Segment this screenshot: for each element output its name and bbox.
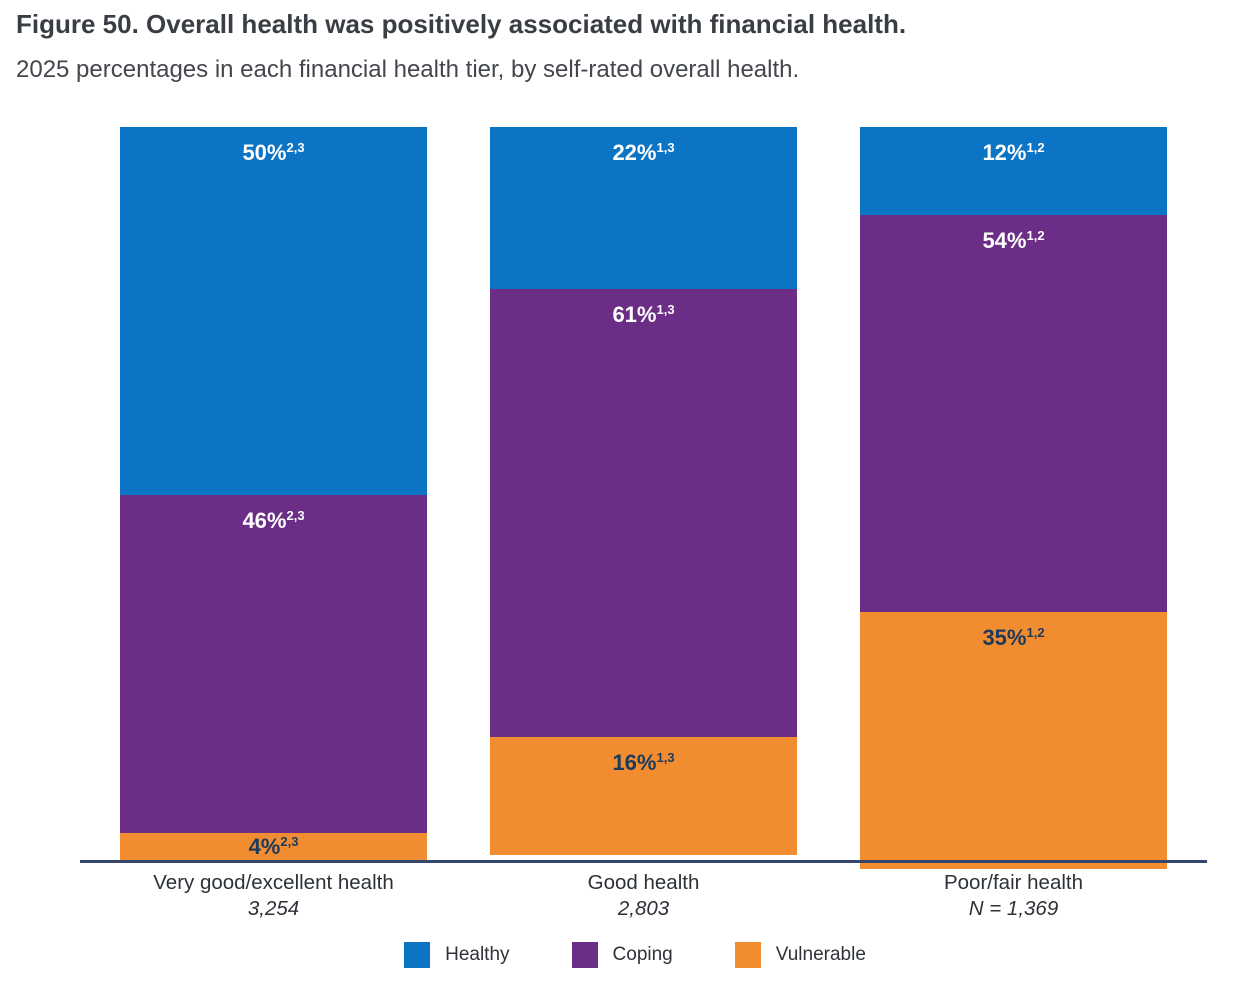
legend-swatch-vulnerable — [734, 942, 761, 968]
bar-segment-healthy: 22%1,3 — [490, 127, 797, 289]
bar-segment-healthy: 12%1,2 — [860, 127, 1167, 216]
figure-title: Figure 50. Overall health was positively… — [16, 9, 907, 39]
significance-superscript: 1,2 — [1026, 228, 1045, 244]
category-sample-size: N = 1,369 — [968, 897, 1059, 920]
bar-segment-value-label: 16%1,3 — [612, 750, 675, 776]
significance-superscript: 2,3 — [286, 140, 305, 155]
x-axis-line — [80, 860, 1207, 863]
legend-item-vulnerable: Vulnerable — [734, 942, 866, 968]
bar-segment-value-label: 54%1,2 — [982, 228, 1045, 254]
bar-segment-coping: 54%1,2 — [860, 215, 1167, 613]
bar-segment-value-label: 50%2,3 — [242, 140, 305, 165]
category-name: Poor/fair health — [943, 871, 1084, 894]
significance-superscript: 1,3 — [656, 301, 675, 317]
category-sample-size: 2,803 — [617, 897, 670, 920]
legend-item-healthy: Healthy — [404, 942, 510, 968]
significance-superscript: 2,3 — [280, 834, 299, 850]
bar-segment-vulnerable: 16%1,3 — [490, 737, 797, 855]
bar-segment-value-label: 35%1,2 — [982, 625, 1045, 651]
significance-superscript: 1,3 — [656, 750, 675, 766]
significance-superscript: 2,3 — [286, 507, 305, 523]
bar-segment-vulnerable: 4%2,3 — [120, 832, 427, 862]
significance-superscript: 1,2 — [1026, 140, 1045, 155]
category-label: Good health 2,803 — [444, 870, 844, 922]
category-label: Very good/excellent health 3,254 — [74, 870, 474, 922]
bar-segment-vulnerable: 35%1,2 — [860, 612, 1167, 870]
category-sample-size: 3,254 — [247, 897, 300, 920]
significance-superscript: 1,2 — [1026, 625, 1045, 641]
bar-segment-value-label: 22%1,3 — [612, 140, 675, 165]
bar-segment-value-label: 12%1,2 — [982, 140, 1045, 165]
significance-superscript: 1,3 — [656, 140, 675, 155]
legend-item-coping: Coping — [571, 942, 673, 968]
bar-segment-value-label: 61%1,3 — [612, 301, 675, 327]
bar-segment-value-label: 46%2,3 — [242, 507, 305, 533]
legend-label: Coping — [612, 944, 673, 965]
bar-segment-healthy: 50%2,3 — [120, 127, 427, 495]
category-label: Poor/fair health N = 1,369 — [814, 870, 1214, 922]
bar-segment-value-label: 4%2,3 — [248, 834, 299, 860]
figure-subtitle: 2025 percentages in each financial healt… — [16, 56, 800, 83]
legend-swatch-healthy — [404, 942, 431, 968]
category-name: Very good/excellent health — [153, 871, 394, 894]
bar-segment-coping: 61%1,3 — [490, 288, 797, 738]
legend-swatch-coping — [571, 942, 598, 968]
legend-label: Healthy — [445, 944, 510, 965]
category-name: Good health — [587, 871, 700, 894]
chart-legend: Healthy Coping Vulnerable — [0, 942, 1246, 968]
legend-label: Vulnerable — [775, 944, 866, 965]
bar-segment-coping: 46%2,3 — [120, 494, 427, 833]
